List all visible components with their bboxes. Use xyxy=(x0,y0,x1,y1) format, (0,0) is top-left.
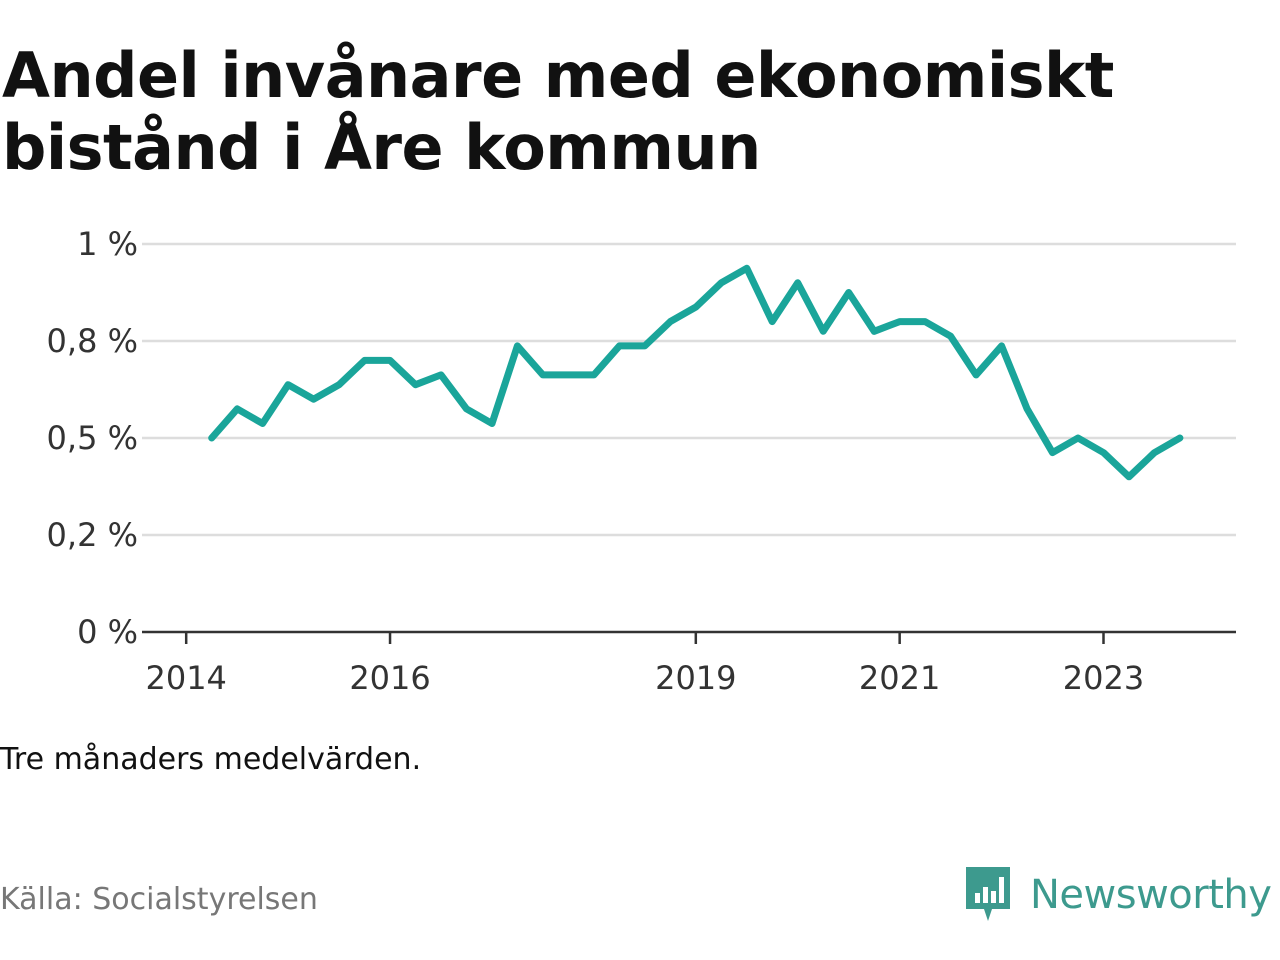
x-tick-label: 2021 xyxy=(859,659,940,697)
y-tick-label: 0,2 % xyxy=(47,516,138,554)
x-tick-label: 2023 xyxy=(1063,659,1144,697)
brand-name: Newsworthy xyxy=(1030,872,1272,918)
y-tick-label: 0,8 % xyxy=(47,322,138,360)
y-tick-label: 0,5 % xyxy=(47,419,138,457)
line-chart: 0 %0,2 %0,5 %0,8 %1 % 2014 2016 2019 2021 20… xyxy=(47,225,1236,697)
y-axis-labels: 0 % 0,2 % 0,5 % 0,8 % 1 % xyxy=(47,225,138,651)
brand-logo: Newsworthy xyxy=(962,862,1272,928)
x-tick-label: 2016 xyxy=(349,659,430,697)
grid-lines xyxy=(142,242,1236,537)
x-tick-label: 2014 xyxy=(145,659,226,697)
chart-note: Tre månaders medelvärden. xyxy=(0,742,422,777)
newsworthy-logo-icon xyxy=(966,867,1010,921)
x-axis-labels: 2014 2016 2019 2021 2023 xyxy=(145,659,1144,697)
series-line xyxy=(208,264,1184,481)
x-tick-label: 2019 xyxy=(655,659,736,697)
x-axis-ticks xyxy=(184,632,1105,644)
source-label: Källa: Socialstyrelsen xyxy=(0,882,318,917)
y-tick-label: 0 % xyxy=(77,613,138,651)
chart-title: Andel invånare med ekonomiskt bistånd i … xyxy=(2,39,1114,184)
y-tick-label: 1 % xyxy=(77,225,138,263)
